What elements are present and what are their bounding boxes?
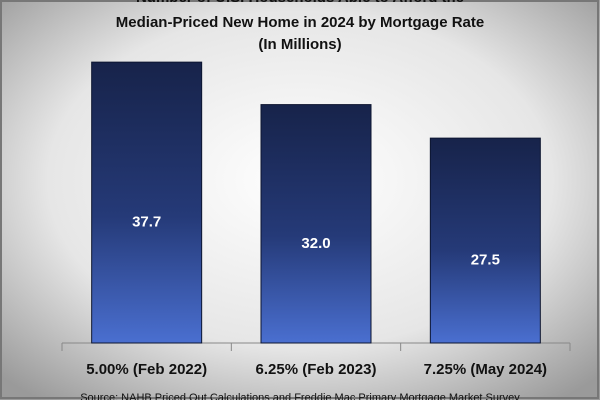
bar <box>260 104 372 344</box>
chart-title: Median-Priced New Home in 2024 by Mortga… <box>116 14 484 31</box>
x-tick-label: 5.00% (Feb 2022) <box>86 361 207 378</box>
value-label: 37.7 <box>132 214 161 231</box>
chart-title: (In Millions) <box>258 36 341 53</box>
chart-title: Number of U.S. Households Able to Afford… <box>136 0 464 6</box>
value-label: 27.5 <box>471 252 500 269</box>
source-note: Source: NAHB Priced Out Calculations and… <box>80 392 520 400</box>
x-tick-label: 7.25% (May 2024) <box>424 361 547 378</box>
bar <box>429 137 541 344</box>
x-tick-label: 6.25% (Feb 2023) <box>256 361 377 378</box>
value-label: 32.0 <box>301 235 330 252</box>
bar <box>91 61 203 344</box>
